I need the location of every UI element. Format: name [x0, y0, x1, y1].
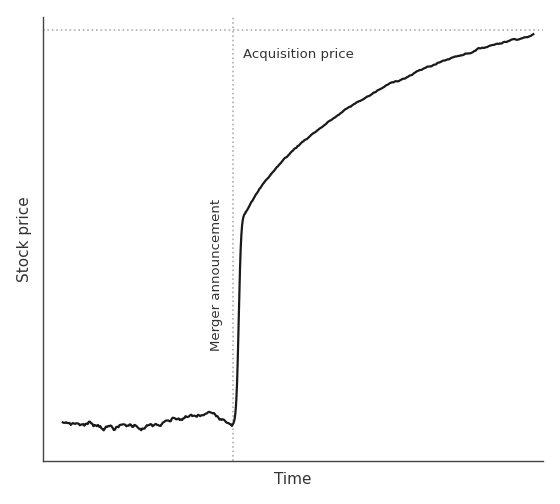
Y-axis label: Stock price: Stock price: [17, 196, 32, 282]
X-axis label: Time: Time: [274, 472, 312, 487]
Text: Merger announcement: Merger announcement: [210, 199, 223, 351]
Text: Acquisition price: Acquisition price: [243, 48, 354, 61]
